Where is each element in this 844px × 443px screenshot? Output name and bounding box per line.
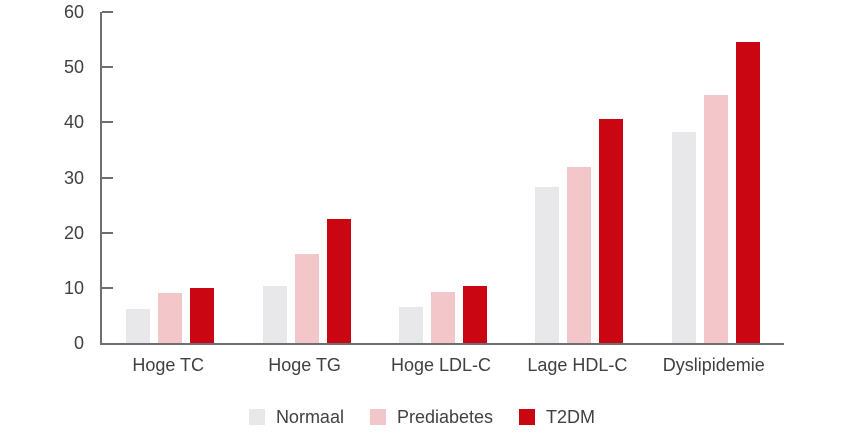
legend-item-prediabetes: Prediabetes: [369, 407, 494, 427]
bar-normaal-1: [126, 308, 151, 343]
legend-label: Normaal: [275, 407, 344, 427]
x-category-label: Lage HDL-C: [527, 355, 628, 375]
bar-normaal-2: [262, 285, 287, 343]
legend-label: T2DM: [546, 407, 596, 427]
y-tick-label: 20: [63, 222, 84, 243]
bar-t2dm-2: [326, 219, 351, 343]
y-axis-tick: [102, 66, 113, 69]
plot-area: [100, 11, 784, 345]
y-axis-tick: [102, 286, 113, 289]
legend-swatch-prediabetes: [369, 409, 386, 425]
legend-swatch-t2dm: [519, 409, 536, 425]
bar-normaal-5: [671, 132, 696, 343]
x-category-label: Hoge LDL-C: [390, 355, 492, 375]
bar-prediabetes-1: [158, 293, 183, 343]
legend-item-t2dm: T2DM: [519, 407, 595, 427]
y-tick-label: 10: [63, 277, 84, 298]
x-category-label: Dyslipidemie: [662, 355, 765, 375]
bar-prediabetes-3: [431, 292, 455, 343]
bar-normaal-4: [535, 187, 560, 343]
y-tick-label: 30: [63, 167, 84, 188]
y-tick-label: 60: [63, 2, 84, 22]
y-axis-tick: [102, 176, 113, 179]
bar-t2dm-5: [735, 41, 760, 343]
legend: Normaal Prediabetes T2DM: [0, 407, 844, 427]
bar-t2dm-4: [599, 119, 624, 343]
bar-normaal-3: [399, 306, 423, 343]
bar-t2dm-1: [190, 287, 215, 343]
bar-prediabetes-5: [703, 95, 728, 343]
y-axis-tick: [102, 121, 113, 124]
y-axis-tick: [102, 11, 113, 13]
bar-prediabetes-2: [294, 254, 319, 343]
legend-label: Prediabetes: [396, 407, 494, 427]
legend-swatch-normaal: [248, 409, 265, 425]
y-tick-label: 0: [73, 333, 84, 353]
x-category-label: Hoge TG: [268, 355, 341, 375]
y-axis-tick: [102, 231, 113, 234]
legend-item-normaal: Normaal: [248, 407, 344, 427]
y-tick-label: 50: [63, 57, 84, 78]
x-category-label: Hoge TC: [132, 355, 205, 375]
y-tick-label: 40: [63, 112, 84, 133]
bar-prediabetes-4: [567, 167, 592, 343]
bar-t2dm-3: [463, 286, 487, 343]
